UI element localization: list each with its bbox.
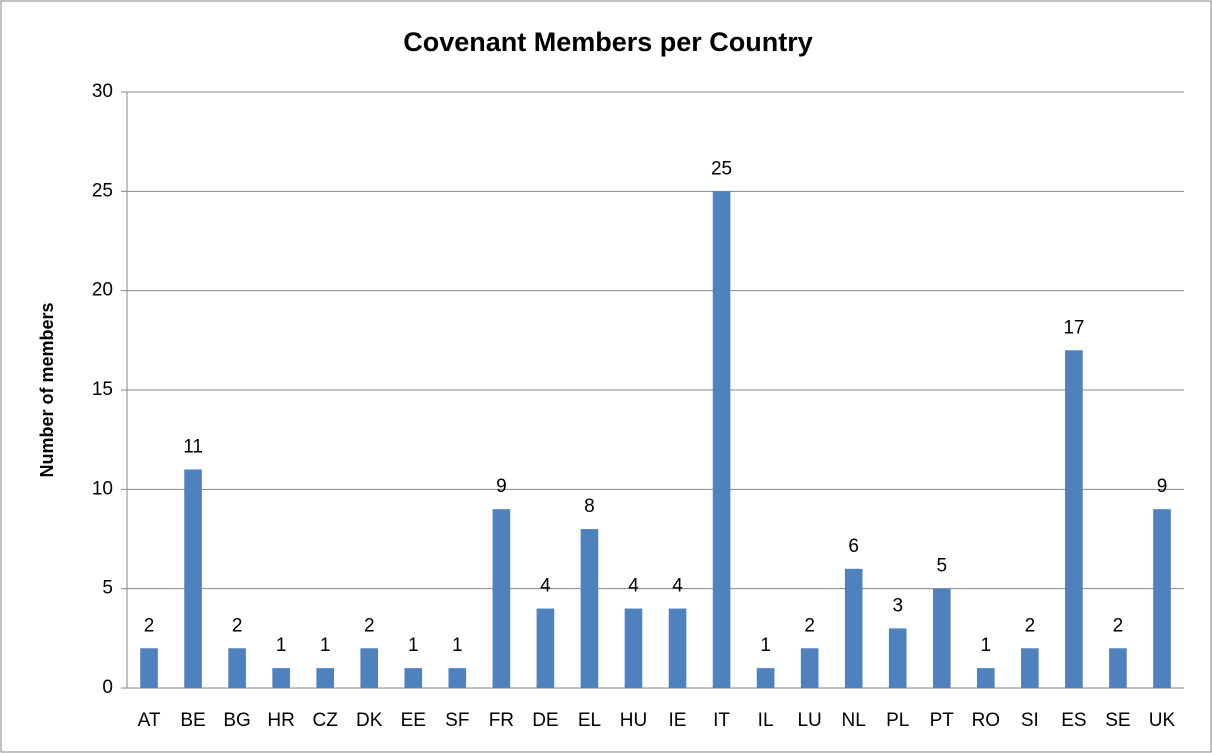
y-axis-label: Number of members (37, 302, 57, 477)
bar (844, 568, 863, 688)
data-label: 4 (540, 576, 551, 597)
x-tick-label: SE (1105, 710, 1130, 731)
bar (888, 628, 907, 688)
bar (448, 668, 467, 688)
data-label: 4 (672, 576, 683, 597)
bar (1109, 648, 1127, 688)
data-label: 4 (628, 576, 639, 597)
x-tick-label: ES (1061, 710, 1086, 731)
x-tick-label: AT (138, 710, 161, 731)
data-label: 6 (848, 536, 859, 557)
x-tick-label: RO (972, 710, 1001, 731)
data-label: 11 (183, 436, 203, 457)
bar (624, 608, 643, 688)
x-tick-label: BG (223, 710, 250, 731)
bar (800, 648, 819, 688)
bar (140, 648, 158, 688)
x-tick-label: SF (445, 710, 469, 731)
x-tick-label: IT (713, 710, 730, 731)
bar (272, 668, 290, 688)
y-tick-label: 30 (92, 81, 113, 102)
bar (580, 529, 599, 688)
bar (712, 191, 731, 689)
bar (492, 509, 511, 688)
x-tick-label: FR (489, 710, 514, 731)
x-tick-label: EE (401, 710, 426, 731)
data-label: 9 (1157, 476, 1168, 497)
data-label: 2 (1025, 615, 1036, 636)
bar (404, 668, 423, 688)
x-tick-label: PL (886, 710, 909, 731)
bar (932, 588, 951, 688)
bar (536, 608, 555, 688)
y-tick-label: 10 (92, 478, 113, 499)
x-tick-label: LU (797, 710, 821, 731)
x-tick-label: CZ (313, 710, 339, 731)
bar (316, 668, 334, 688)
chart-title: Covenant Members per Country (403, 27, 813, 57)
bar (1153, 509, 1171, 688)
x-tick-label: UK (1149, 710, 1176, 731)
data-label: 9 (496, 476, 507, 497)
x-tick-label: DE (532, 710, 558, 731)
bar (756, 668, 775, 688)
bar (1021, 648, 1039, 688)
y-tick-label: 15 (92, 379, 113, 400)
bar (184, 469, 202, 688)
bar (360, 648, 379, 688)
data-label: 17 (1063, 317, 1084, 338)
data-label: 1 (408, 635, 419, 656)
y-tick-label: 25 (92, 180, 113, 201)
data-label: 1 (981, 635, 992, 656)
x-tick-label: SI (1021, 710, 1039, 731)
data-label: 2 (364, 615, 375, 636)
data-label: 2 (804, 615, 815, 636)
bar (977, 668, 995, 688)
data-label: 2 (1113, 615, 1124, 636)
x-tick-label: NL (842, 710, 866, 731)
data-label: 1 (760, 635, 771, 656)
x-tick-label: IL (758, 710, 774, 731)
x-tick-label: EL (578, 710, 601, 731)
y-tick-label: 5 (102, 578, 113, 599)
data-label: 3 (892, 595, 903, 616)
data-label: 1 (452, 635, 463, 656)
bar (1065, 350, 1083, 688)
bar (228, 648, 246, 688)
data-label: 8 (584, 496, 595, 517)
x-tick-label: BE (180, 710, 205, 731)
data-label: 1 (276, 635, 287, 656)
x-tick-label: PT (930, 710, 955, 731)
data-label: 25 (711, 158, 732, 179)
y-tick-label: 0 (102, 677, 113, 698)
bar (668, 608, 687, 688)
x-tick-label: DK (356, 710, 383, 731)
data-label: 5 (936, 556, 947, 577)
x-tick-label: HU (620, 710, 647, 731)
data-label: 2 (232, 615, 243, 636)
x-tick-label: IE (669, 710, 687, 731)
data-label: 1 (320, 635, 331, 656)
data-label: 2 (144, 615, 155, 636)
y-tick-label: 20 (92, 280, 113, 301)
x-tick-label: HR (267, 710, 294, 731)
